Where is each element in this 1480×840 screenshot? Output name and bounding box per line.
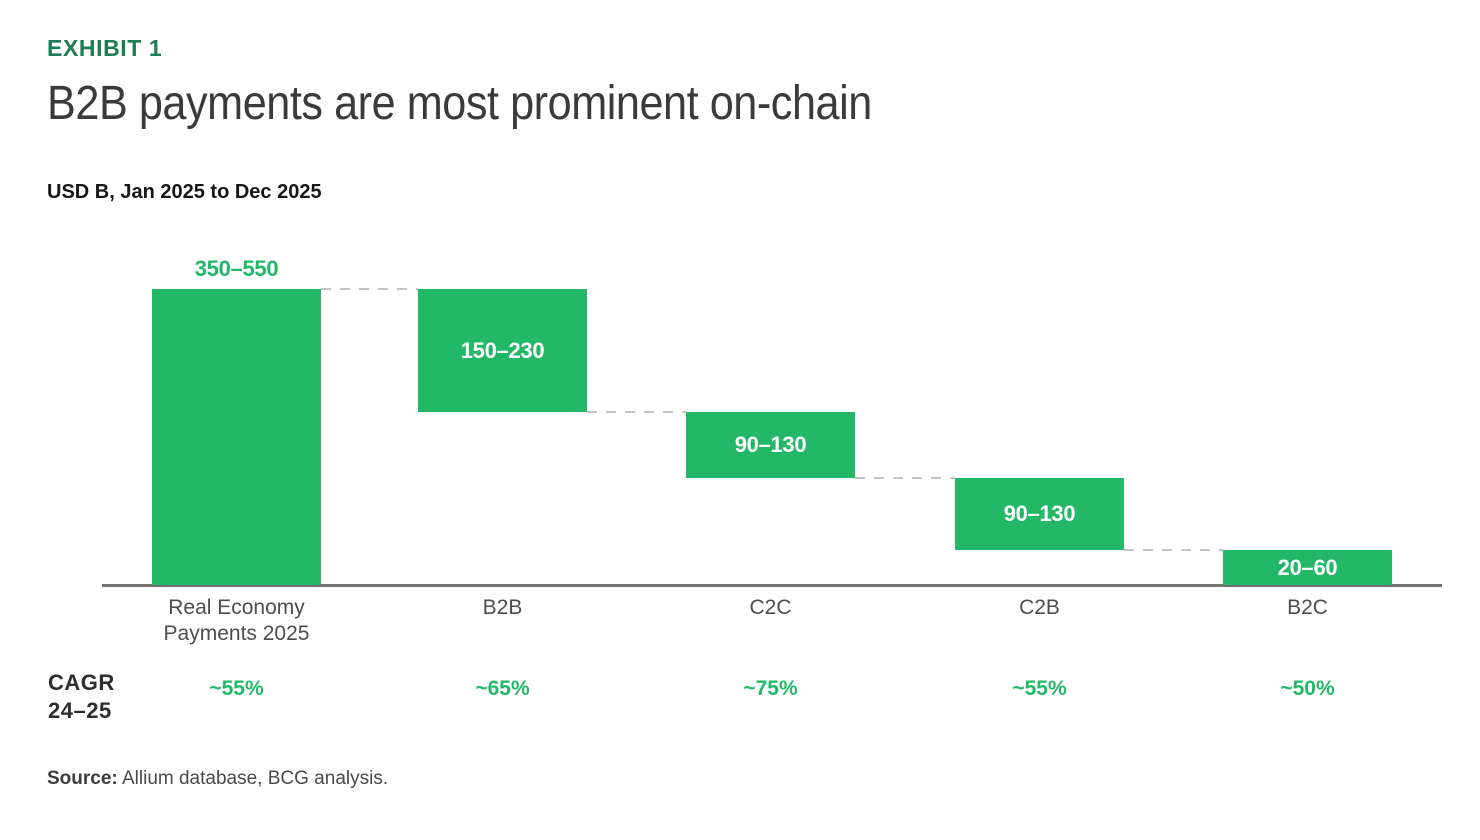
cagr-value: ~55% [209,677,264,700]
bar-value-label: 90–130 [734,432,807,457]
category-label: B2B [368,595,637,621]
cagr-row-label: CAGR 24–25 [48,669,115,725]
page-title: B2B payments are most prominent on-chain [47,77,872,130]
source-note: Source: Allium database, BCG analysis. [47,768,388,790]
cagr-value: ~55% [1012,677,1067,700]
waterfall-bar: 90–130 [955,478,1124,550]
cagr-value: ~65% [475,677,530,700]
connector-line [855,477,955,479]
category-label: C2C [636,595,905,621]
waterfall-bar: 90–130 [686,412,855,478]
bar-value-label: 150–230 [460,337,545,363]
category-label-line: Payments 2025 [163,622,310,645]
chart-units-subtitle: USD B, Jan 2025 to Dec 2025 [47,181,322,203]
connector-line [1124,549,1223,551]
exhibit-label: EXHIBIT 1 [47,35,163,61]
category-label-line: B2B [482,596,523,619]
category-label: C2B [905,595,1174,621]
bar-value-label: 350–550 [194,256,279,281]
waterfall-bar [152,289,321,585]
category-label-line: B2C [1287,596,1328,619]
connector-line [321,288,418,290]
source-label: Source: [47,768,118,789]
cagr-row-label-line2: 24–25 [48,698,112,723]
waterfall-bar: 20–60 [1223,550,1392,585]
category-label: Real Economy Payments 2025 [102,595,371,647]
connector-line [587,411,686,413]
category-label-line: Real Economy [168,596,305,619]
cagr-row-label-line1: CAGR [48,670,115,695]
cagr-value: ~75% [743,677,798,700]
x-axis-line [102,584,1442,587]
category-label-line: C2C [749,596,792,619]
cagr-value: ~50% [1280,677,1335,700]
bar-value-label: 90–130 [1003,501,1076,526]
source-text: Allium database, BCG analysis. [117,768,389,789]
waterfall-bar: 150–230 [418,289,587,412]
category-label: B2C [1173,595,1442,621]
category-label-line: C2B [1019,596,1060,619]
bar-value-label: 20–60 [1277,554,1338,580]
